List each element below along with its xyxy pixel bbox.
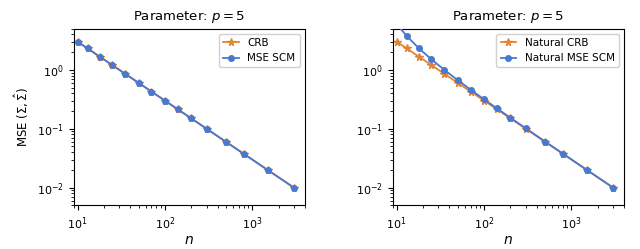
MSE SCM: [174, 108, 182, 111]
Natural MSE SCM: [428, 58, 435, 61]
CRB: [203, 127, 211, 130]
MSE SCM: [222, 140, 230, 143]
Natural MSE SCM: [403, 35, 410, 38]
Natural CRB: [467, 90, 474, 93]
Line: Natural MSE SCM: Natural MSE SCM: [394, 21, 616, 190]
CRB: [174, 108, 182, 111]
Natural CRB: [559, 152, 567, 155]
MSE SCM: [290, 186, 298, 189]
Natural CRB: [506, 117, 514, 120]
MSE SCM: [161, 99, 169, 102]
CRB: [161, 99, 169, 102]
MSE SCM: [264, 169, 271, 172]
Title: Parameter: $p = 5$: Parameter: $p = 5$: [133, 9, 245, 25]
Line: Natural CRB: Natural CRB: [393, 38, 617, 191]
CRB: [74, 40, 81, 43]
Y-axis label: MSE $(\Sigma, \hat{\Sigma})$: MSE $(\Sigma, \hat{\Sigma})$: [12, 87, 31, 147]
Natural CRB: [493, 108, 500, 111]
Natural MSE SCM: [609, 186, 617, 189]
CRB: [109, 64, 116, 67]
MSE SCM: [203, 127, 211, 130]
CRB: [84, 47, 92, 50]
Natural CRB: [428, 64, 435, 67]
Natural MSE SCM: [415, 47, 423, 50]
Natural MSE SCM: [522, 127, 529, 130]
X-axis label: $n$: $n$: [184, 233, 194, 247]
MSE SCM: [96, 55, 104, 58]
MSE SCM: [109, 64, 116, 67]
CRB: [264, 169, 271, 172]
CRB: [121, 72, 129, 75]
CRB: [240, 152, 248, 155]
Line: CRB: CRB: [74, 38, 298, 191]
CRB: [222, 140, 230, 143]
Natural MSE SCM: [440, 68, 448, 71]
MSE SCM: [121, 72, 129, 75]
Natural CRB: [480, 99, 488, 102]
X-axis label: $n$: $n$: [504, 233, 513, 247]
CRB: [96, 55, 104, 58]
MSE SCM: [240, 152, 248, 155]
Natural MSE SCM: [480, 98, 488, 101]
Natural CRB: [403, 47, 410, 50]
MSE SCM: [74, 40, 81, 43]
Natural MSE SCM: [506, 116, 514, 119]
CRB: [135, 81, 143, 84]
Natural MSE SCM: [467, 88, 474, 91]
MSE SCM: [148, 90, 156, 93]
Natural CRB: [415, 55, 423, 58]
MSE SCM: [135, 81, 143, 84]
Natural CRB: [393, 40, 401, 43]
Natural MSE SCM: [583, 168, 591, 171]
CRB: [290, 186, 298, 189]
Natural MSE SCM: [454, 79, 461, 82]
Natural MSE SCM: [493, 107, 500, 110]
Natural CRB: [541, 140, 549, 143]
Natural CRB: [454, 81, 461, 84]
Legend: Natural CRB, Natural MSE SCM: Natural CRB, Natural MSE SCM: [497, 34, 619, 67]
Natural CRB: [609, 186, 617, 189]
MSE SCM: [84, 47, 92, 50]
Natural CRB: [522, 127, 529, 130]
Natural CRB: [583, 169, 591, 172]
Natural MSE SCM: [541, 140, 549, 143]
Legend: CRB, MSE SCM: CRB, MSE SCM: [220, 34, 300, 67]
CRB: [188, 117, 195, 120]
Line: MSE SCM: MSE SCM: [75, 39, 297, 190]
Natural MSE SCM: [559, 152, 567, 155]
Natural CRB: [440, 72, 448, 75]
CRB: [148, 90, 156, 93]
Natural MSE SCM: [393, 22, 401, 25]
Title: Parameter: $p = 5$: Parameter: $p = 5$: [452, 9, 564, 25]
MSE SCM: [188, 117, 195, 120]
